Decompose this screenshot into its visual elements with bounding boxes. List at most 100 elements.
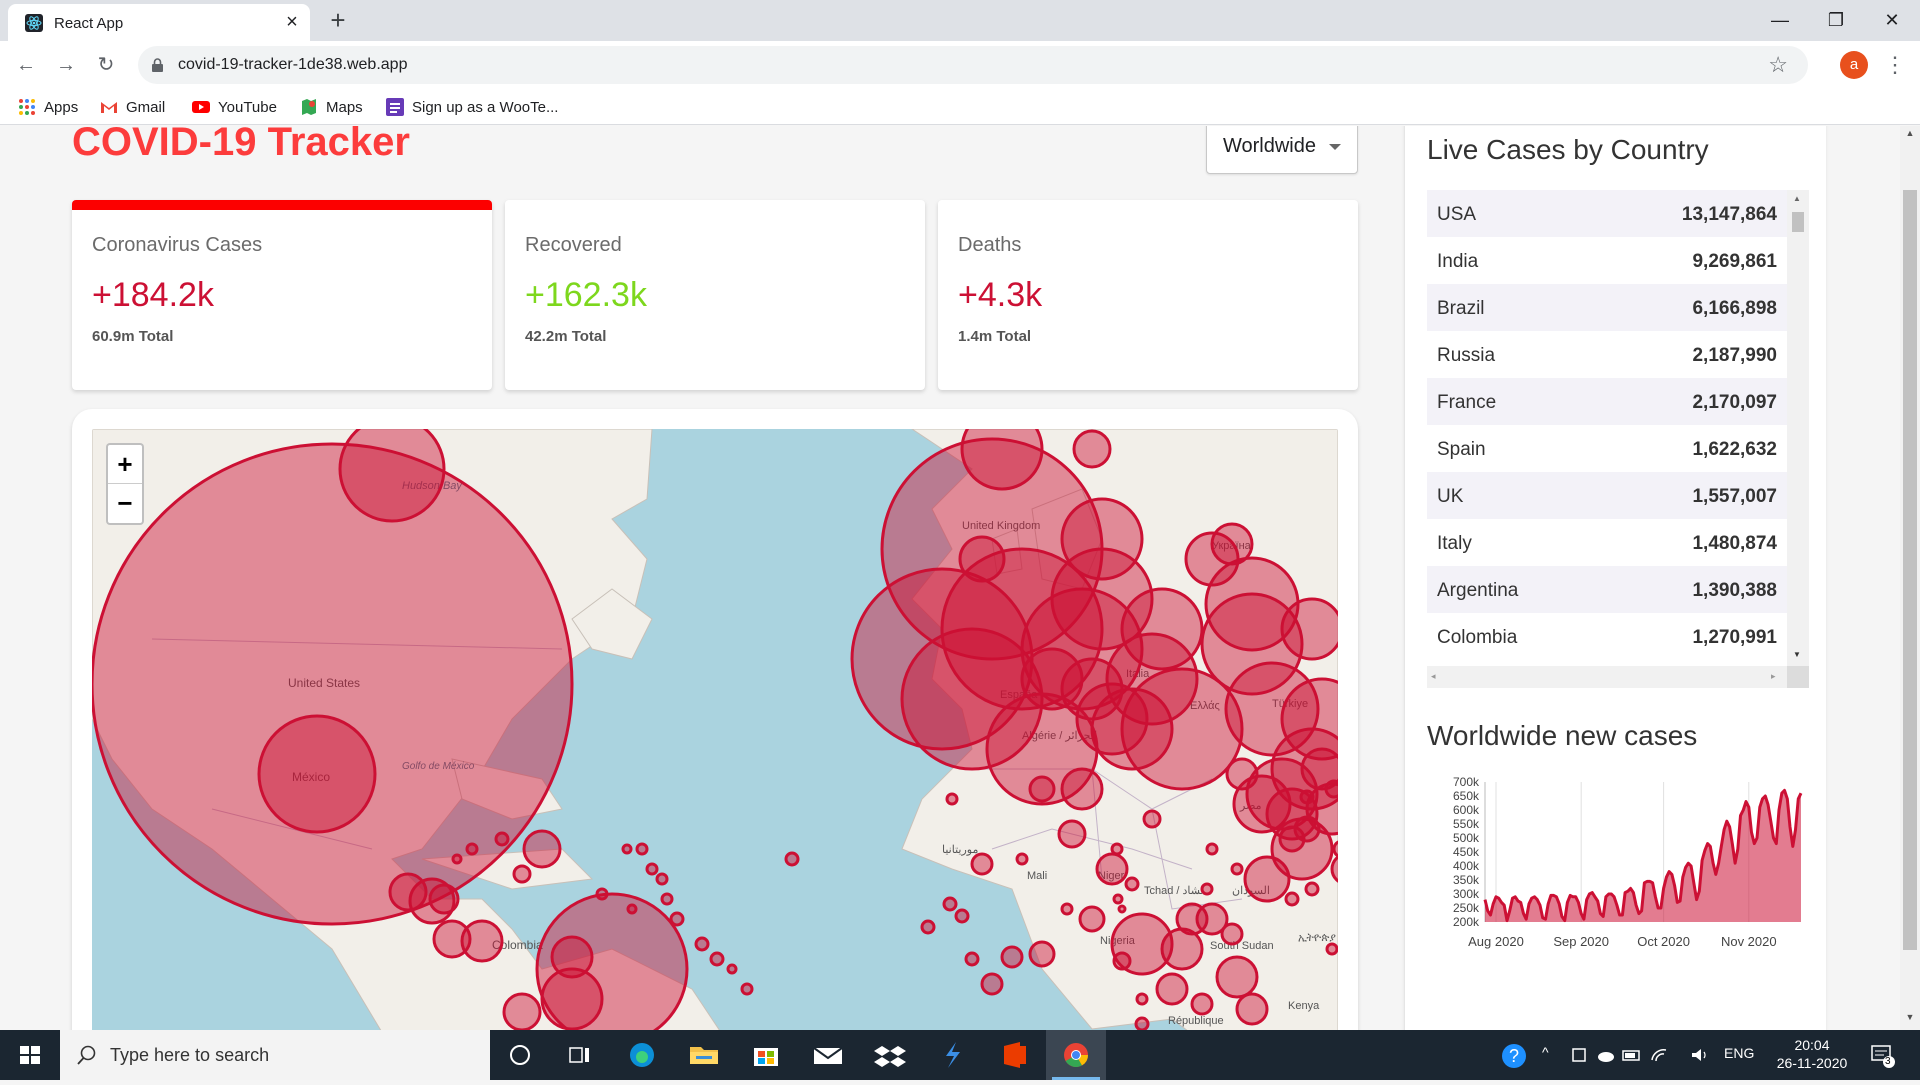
deaths-card[interactable]: Deaths +4.3k 1.4m Total xyxy=(938,200,1358,390)
scroll-left-icon[interactable]: ◂ xyxy=(1431,671,1436,681)
case-bubble[interactable] xyxy=(432,919,472,959)
table-vertical-scrollbar[interactable]: ▲ ▼ xyxy=(1787,190,1809,666)
case-bubble[interactable] xyxy=(669,911,685,927)
zoom-out-button[interactable]: − xyxy=(117,488,133,518)
case-bubble[interactable] xyxy=(1060,657,1124,721)
office-icon[interactable] xyxy=(984,1030,1044,1080)
case-bubble[interactable] xyxy=(1325,942,1338,956)
tray-chevron-up-icon[interactable]: ^ xyxy=(1542,1044,1549,1060)
case-bubble[interactable] xyxy=(1155,972,1189,1006)
taskbar-search[interactable]: Type here to search xyxy=(60,1030,490,1080)
case-bubble[interactable] xyxy=(1117,904,1127,914)
cloud-icon[interactable] xyxy=(1596,1046,1616,1064)
wifi-icon[interactable] xyxy=(1650,1046,1670,1064)
case-bubble[interactable] xyxy=(920,919,936,935)
case-bubble[interactable] xyxy=(1210,522,1254,566)
case-bubble[interactable] xyxy=(1095,852,1129,886)
edge-icon[interactable] xyxy=(612,1030,672,1080)
case-bubble[interactable] xyxy=(1324,779,1338,799)
case-bubble[interactable] xyxy=(92,442,574,926)
cortana-icon[interactable] xyxy=(490,1030,550,1080)
case-bubble[interactable] xyxy=(726,963,738,975)
case-bubble[interactable] xyxy=(1105,632,1199,726)
case-bubble[interactable] xyxy=(1280,597,1338,661)
bookmark-gmail[interactable]: Gmail xyxy=(100,96,165,118)
recovered-card[interactable]: Recovered +162.3k 42.2m Total xyxy=(505,200,925,390)
file-explorer-icon[interactable] xyxy=(674,1030,734,1080)
case-bubble[interactable] xyxy=(1293,815,1321,843)
visual-studio-code-icon[interactable] xyxy=(922,1030,982,1080)
chrome-icon[interactable] xyxy=(1046,1030,1106,1080)
case-bubble[interactable] xyxy=(970,852,994,876)
page-scroll-thumb[interactable] xyxy=(1903,190,1917,950)
case-bubble[interactable] xyxy=(1015,852,1029,866)
world-map[interactable]: Hudson Bay United States México Golfo de… xyxy=(92,429,1338,1030)
address-bar[interactable]: covid-19-tracker-1de38.web.app ☆ xyxy=(138,46,1808,84)
case-bubble[interactable] xyxy=(1142,809,1162,829)
case-bubble[interactable] xyxy=(1120,667,1244,791)
case-bubble[interactable] xyxy=(1050,547,1154,651)
back-arrow-icon[interactable]: ← xyxy=(16,54,36,76)
case-bubble[interactable] xyxy=(626,903,638,915)
clock[interactable]: 20:04 26-11-2020 xyxy=(1770,1036,1854,1072)
case-bubble[interactable] xyxy=(1220,922,1244,946)
case-bubble[interactable] xyxy=(1332,840,1338,858)
case-bubble[interactable] xyxy=(655,872,669,886)
case-bubble[interactable] xyxy=(1072,429,1112,469)
notification-center-icon[interactable] xyxy=(1870,1043,1896,1069)
case-bubble[interactable] xyxy=(645,862,659,876)
window-close-icon[interactable]: ✕ xyxy=(1884,10,1900,30)
case-bubble[interactable] xyxy=(1200,882,1214,896)
case-bubble[interactable] xyxy=(945,792,959,806)
profile-avatar[interactable]: a xyxy=(1840,51,1868,79)
case-bubble[interactable] xyxy=(1057,819,1087,849)
case-bubble[interactable] xyxy=(257,714,377,834)
case-bubble[interactable] xyxy=(465,842,479,856)
case-bubble[interactable] xyxy=(1110,912,1174,976)
case-bubble[interactable] xyxy=(1060,902,1074,916)
bookmark-maps[interactable]: Maps xyxy=(300,96,363,118)
bookmark-woocommerce[interactable]: Sign up as a WooTe... xyxy=(386,96,558,118)
case-bubble[interactable] xyxy=(958,535,1006,583)
case-bubble[interactable] xyxy=(900,627,1044,771)
case-bubble[interactable] xyxy=(550,935,594,979)
case-bubble[interactable] xyxy=(850,567,1034,751)
cases-card[interactable]: Coronavirus Cases +184.2k 60.9m Total xyxy=(72,200,492,390)
bookmark-apps[interactable]: Apps xyxy=(18,96,78,118)
case-bubble[interactable] xyxy=(1120,587,1204,671)
case-bubble[interactable] xyxy=(1134,1016,1150,1030)
case-bubble[interactable] xyxy=(1215,955,1259,999)
case-bubble[interactable] xyxy=(535,892,689,1030)
new-tab-button[interactable]: + xyxy=(330,5,346,35)
case-bubble[interactable] xyxy=(1020,587,1144,711)
country-dropdown[interactable]: Worldwide xyxy=(1206,126,1358,174)
windows-start-button[interactable] xyxy=(0,1030,60,1080)
case-bubble[interactable] xyxy=(522,829,562,869)
scroll-down-icon[interactable]: ▼ xyxy=(1793,650,1801,659)
reload-icon[interactable]: ↻ xyxy=(97,54,115,76)
bookmark-youtube[interactable]: YouTube xyxy=(192,96,277,118)
case-bubble[interactable] xyxy=(964,951,980,967)
case-bubble[interactable] xyxy=(784,851,800,867)
page-scrollbar[interactable]: ▲ ▼ xyxy=(1900,126,1920,1030)
case-bubble[interactable] xyxy=(460,919,504,963)
case-bubble[interactable] xyxy=(1230,862,1244,876)
case-bubble[interactable] xyxy=(1110,842,1124,856)
case-bubble[interactable] xyxy=(1028,775,1056,803)
bookmark-star-icon[interactable]: ☆ xyxy=(1768,52,1788,77)
case-bubble[interactable] xyxy=(1235,992,1269,1026)
case-bubble[interactable] xyxy=(1184,531,1240,587)
case-bubble[interactable] xyxy=(1225,757,1259,791)
help-icon[interactable]: ? xyxy=(1500,1042,1528,1070)
case-bubble[interactable] xyxy=(1078,905,1106,933)
case-bubble[interactable] xyxy=(980,972,1004,996)
case-bubble[interactable] xyxy=(1205,842,1219,856)
case-bubble[interactable] xyxy=(1175,902,1209,936)
input-language[interactable]: ENG xyxy=(1724,1045,1755,1061)
case-bubble[interactable] xyxy=(428,883,460,915)
battery-icon[interactable] xyxy=(1622,1046,1642,1064)
case-bubble[interactable] xyxy=(595,887,609,901)
case-bubble[interactable] xyxy=(740,982,754,996)
case-bubble[interactable] xyxy=(1124,876,1140,892)
scroll-down-icon[interactable]: ▼ xyxy=(1905,1012,1915,1022)
